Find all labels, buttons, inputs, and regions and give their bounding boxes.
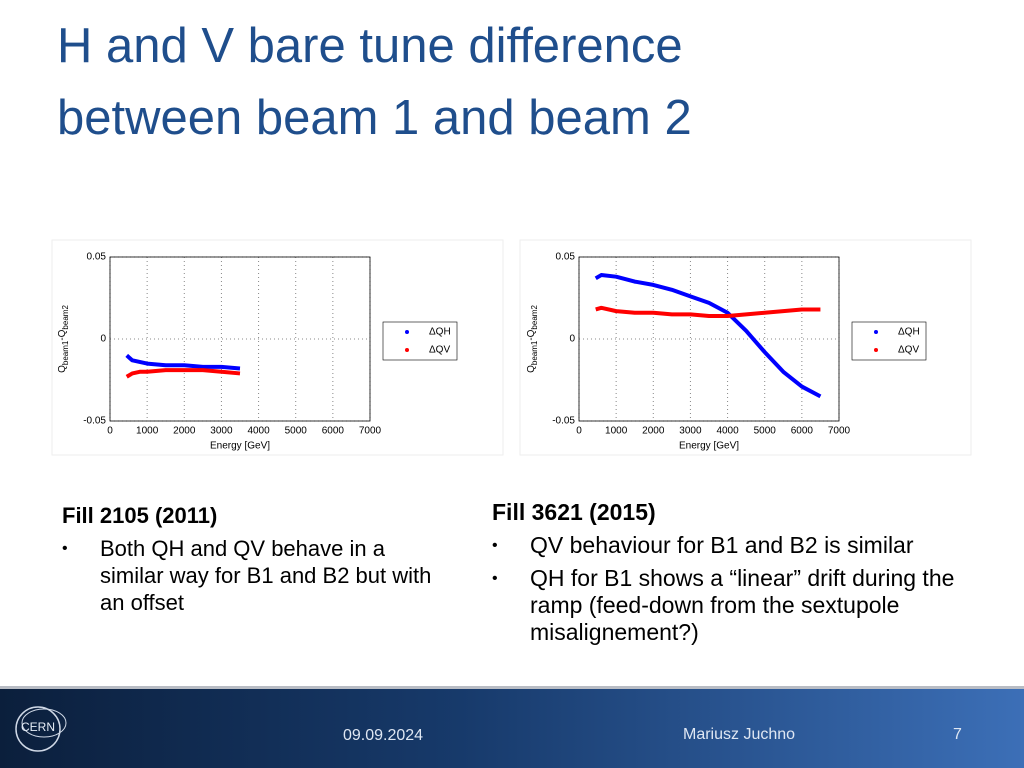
date: 09.09.2024 bbox=[343, 727, 424, 744]
x-axis-label: Energy [GeV] bbox=[679, 441, 739, 452]
bullet: QV behaviour for B1 and B2 is similar bbox=[492, 532, 992, 559]
y-axis-label: Qbeam1-Qbeam2 bbox=[526, 305, 539, 373]
x-tick-label: 0 bbox=[576, 426, 582, 437]
y-tick-label: 0.05 bbox=[87, 252, 107, 263]
x-tick-label: 2000 bbox=[642, 426, 665, 437]
y-axis-label-part: Q bbox=[57, 365, 68, 373]
series-line bbox=[595, 305, 821, 319]
heading: Fill 2105 (2011) bbox=[62, 503, 218, 528]
y-axis-label-part: beam2 bbox=[530, 305, 539, 330]
x-tick-label: 5000 bbox=[754, 426, 777, 437]
series-line bbox=[125, 368, 241, 379]
y-axis-label: Qbeam1-Qbeam2 bbox=[57, 305, 70, 373]
legend-box bbox=[851, 321, 927, 361]
y-tick-label: 0 bbox=[100, 334, 106, 345]
left-column: Fill 2105 (2011) Both QH and QV behave i… bbox=[62, 502, 452, 616]
slide-title: H and V bare tune difference bbox=[57, 19, 683, 73]
bullet: Both QH and QV behave in a similar way f… bbox=[62, 535, 452, 616]
right-column: Fill 3621 (2015) QV behaviour for B1 and… bbox=[492, 499, 992, 646]
legend-label: ΔQV bbox=[898, 345, 919, 356]
legend-marker bbox=[405, 330, 409, 334]
y-axis-label-part: -Q bbox=[57, 329, 68, 340]
x-tick-label: 5000 bbox=[285, 426, 308, 437]
plot-frame bbox=[578, 256, 840, 422]
plot-frame bbox=[109, 256, 371, 422]
y-tick-label: 0 bbox=[569, 334, 575, 345]
x-tick-label: 4000 bbox=[716, 426, 739, 437]
legend-label: ΔQH bbox=[429, 327, 451, 338]
x-tick-label: 3000 bbox=[210, 426, 233, 437]
x-tick-label: 1000 bbox=[136, 426, 159, 437]
y-axis-label-part: -Q bbox=[526, 329, 537, 340]
x-tick-label: 6000 bbox=[791, 426, 814, 437]
x-axis-label: Energy [GeV] bbox=[210, 441, 270, 452]
logo: CERN bbox=[15, 706, 67, 752]
author: Mariusz Juchno bbox=[683, 726, 796, 743]
x-tick-label: 0 bbox=[107, 426, 113, 437]
footer: CERN 09.09.2024 Mariusz Juchno 7 bbox=[0, 686, 1024, 768]
series-line bbox=[125, 353, 241, 371]
y-axis-label-part: beam2 bbox=[61, 305, 70, 330]
charts: 0 1000 2000 3000 4000 5000 6000 7000-0.0500.05E… bbox=[51, 239, 972, 456]
x-tick-label: 3000 bbox=[679, 426, 702, 437]
y-axis-label-part: beam1 bbox=[530, 340, 539, 365]
x-tick-label: 2000 bbox=[173, 426, 196, 437]
legend-box bbox=[382, 321, 458, 361]
x-tick-label: 4000 bbox=[247, 426, 270, 437]
bullet: QH for B1 shows a “linear” drift during … bbox=[492, 565, 992, 646]
x-tick-label: 6000 bbox=[322, 426, 345, 437]
logo-text: CERN bbox=[21, 720, 55, 734]
page-number: 7 bbox=[953, 726, 962, 743]
x-tick-label: 7000 bbox=[359, 426, 382, 437]
y-tick-label: 0.05 bbox=[556, 252, 576, 263]
y-axis-label-part: beam1 bbox=[61, 340, 70, 365]
legend-label: ΔQH bbox=[898, 327, 920, 338]
y-tick-label: -0.05 bbox=[83, 416, 106, 427]
legend-marker bbox=[405, 348, 409, 352]
legend-marker bbox=[874, 330, 878, 334]
y-axis-label-part: Q bbox=[526, 365, 537, 373]
slide-title: between beam 1 and beam 2 bbox=[57, 91, 692, 145]
x-tick-label: 7000 bbox=[828, 426, 851, 437]
legend-marker bbox=[874, 348, 878, 352]
legend-label: ΔQV bbox=[429, 345, 450, 356]
x-tick-label: 1000 bbox=[605, 426, 628, 437]
y-tick-label: -0.05 bbox=[552, 416, 575, 427]
heading: Fill 3621 (2015) bbox=[492, 499, 656, 525]
series-line bbox=[594, 273, 822, 399]
